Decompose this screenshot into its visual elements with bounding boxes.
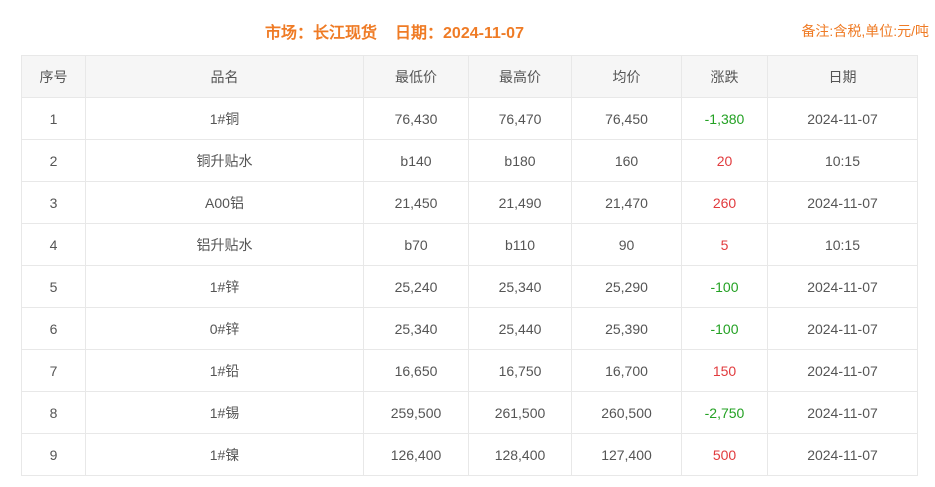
price-table: 序号 品名 最低价 最高价 均价 涨跌 日期 1 1#铜 76,430 76,470 76,450-… <box>21 55 918 476</box>
cell-name: 1#锌 <box>85 265 364 308</box>
note-label: 备注:含税,单位:元/吨 <box>801 23 929 39</box>
cell-date: 2024-11-07 <box>767 307 918 350</box>
cell-date: 2024-11-07 <box>767 433 918 476</box>
cell-avg: 16,700 <box>571 349 682 392</box>
topbar: 市场：长江现货 日期：2024-11-07 备注:含税,单位:元/吨 <box>0 0 935 55</box>
cell-name: 铜升贴水 <box>85 139 364 182</box>
column-header-index: 序号 <box>21 55 86 98</box>
cell-index: 5 <box>21 265 86 308</box>
cell-name: 1#铅 <box>85 349 364 392</box>
cell-index: 8 <box>21 391 86 434</box>
cell-low: 16,650 <box>363 349 469 392</box>
table-row: 4 铝升贴水 b70 b110 90 5 10:15 <box>21 223 918 266</box>
cell-change: 260 <box>681 181 768 224</box>
table-row: 9 1#镍 126,400 128,400 127,400 500 2024-11-07 <box>21 433 918 476</box>
cell-index: 2 <box>21 139 86 182</box>
column-header-avg: 均价 <box>571 55 682 98</box>
column-header-high: 最高价 <box>468 55 572 98</box>
table-row: 8 1#锡 259,500 261,500 260,500 -2,750 2024-11-0… <box>21 391 918 434</box>
table-row: 7 1#铅 16,650 16,750 16,700 150 2024-11-07 <box>21 349 918 392</box>
cell-low: 25,240 <box>363 265 469 308</box>
cell-avg: 25,390 <box>571 307 682 350</box>
cell-date: 10:15 <box>767 139 918 182</box>
cell-name: A00铝 <box>85 181 364 224</box>
cell-high: 25,440 <box>468 307 572 350</box>
column-header-low: 最低价 <box>363 55 469 98</box>
table-row: 1 1#铜 76,430 76,470 76,450 -1,380 2024-11-07 <box>21 97 918 140</box>
cell-high: 261,500 <box>468 391 572 434</box>
cell-date: 2024-11-07 <box>767 391 918 434</box>
cell-date: 2024-11-07 <box>767 181 918 224</box>
cell-index: 1 <box>21 97 86 140</box>
cell-date: 10:15 <box>767 223 918 266</box>
cell-date: 2024-11-07 <box>767 349 918 392</box>
cell-low: 25,340 <box>363 307 469 350</box>
cell-avg: 21,470 <box>571 181 682 224</box>
cell-change: 500 <box>681 433 768 476</box>
cell-high: 16,750 <box>468 349 572 392</box>
cell-change: -2,750 <box>681 391 768 434</box>
cell-high: 128,400 <box>468 433 572 476</box>
cell-index: 9 <box>21 433 86 476</box>
cell-change: -100 <box>681 265 768 308</box>
cell-change: -1,380 <box>681 97 768 140</box>
cell-change: 5 <box>681 223 768 266</box>
cell-avg: 127,400 <box>571 433 682 476</box>
cell-name: 1#铜 <box>85 97 364 140</box>
cell-low: 21,450 <box>363 181 469 224</box>
cell-index: 4 <box>21 223 86 266</box>
cell-avg: 76,450 <box>571 97 682 140</box>
cell-name: 1#锡 <box>85 391 364 434</box>
cell-low: 76,430 <box>363 97 469 140</box>
cell-high: 25,340 <box>468 265 572 308</box>
cell-high: 76,470 <box>468 97 572 140</box>
cell-avg: 160 <box>571 139 682 182</box>
cell-change: 20 <box>681 139 768 182</box>
cell-high: 21,490 <box>468 181 572 224</box>
cell-avg: 25,290 <box>571 265 682 308</box>
cell-index: 6 <box>21 307 86 350</box>
table-row: 6 0#锌 25,340 25,440 25,390 -100 2024-11-07 <box>21 307 918 350</box>
cell-avg: 260,500 <box>571 391 682 434</box>
column-header-change: 涨跌 <box>681 55 768 98</box>
date-label: 日期：2024-11-07 <box>395 25 524 42</box>
cell-low: b140 <box>363 139 469 182</box>
cell-low: 126,400 <box>363 433 469 476</box>
cell-low: 259,500 <box>363 391 469 434</box>
table-header-row: 序号 品名 最低价 最高价 均价 涨跌 日期 <box>21 55 918 98</box>
cell-avg: 90 <box>571 223 682 266</box>
column-header-date: 日期 <box>767 55 918 98</box>
table-row: 3 A00铝 21,450 21,490 21,470 260 2024-11-07 <box>21 181 918 224</box>
column-header-name: 品名 <box>85 55 364 98</box>
table-row: 2 铜升贴水 b140 b180 160 20 10:15 <box>21 139 918 182</box>
page-title: 市场：长江现货 日期：2024-11-07 <box>265 19 524 43</box>
cell-name: 0#锌 <box>85 307 364 350</box>
cell-change: 150 <box>681 349 768 392</box>
table-row: 5 1#锌 25,240 25,340 25,290 -100 2024-11-07 <box>21 265 918 308</box>
cell-change: -100 <box>681 307 768 350</box>
market-label: 市场：长江现货 <box>265 25 378 42</box>
cell-high: b110 <box>468 223 572 266</box>
cell-index: 7 <box>21 349 86 392</box>
cell-high: b180 <box>468 139 572 182</box>
cell-low: b70 <box>363 223 469 266</box>
cell-name: 1#镍 <box>85 433 364 476</box>
cell-date: 2024-11-07 <box>767 97 918 140</box>
cell-index: 3 <box>21 181 86 224</box>
cell-name: 铝升贴水 <box>85 223 364 266</box>
cell-date: 2024-11-07 <box>767 265 918 308</box>
